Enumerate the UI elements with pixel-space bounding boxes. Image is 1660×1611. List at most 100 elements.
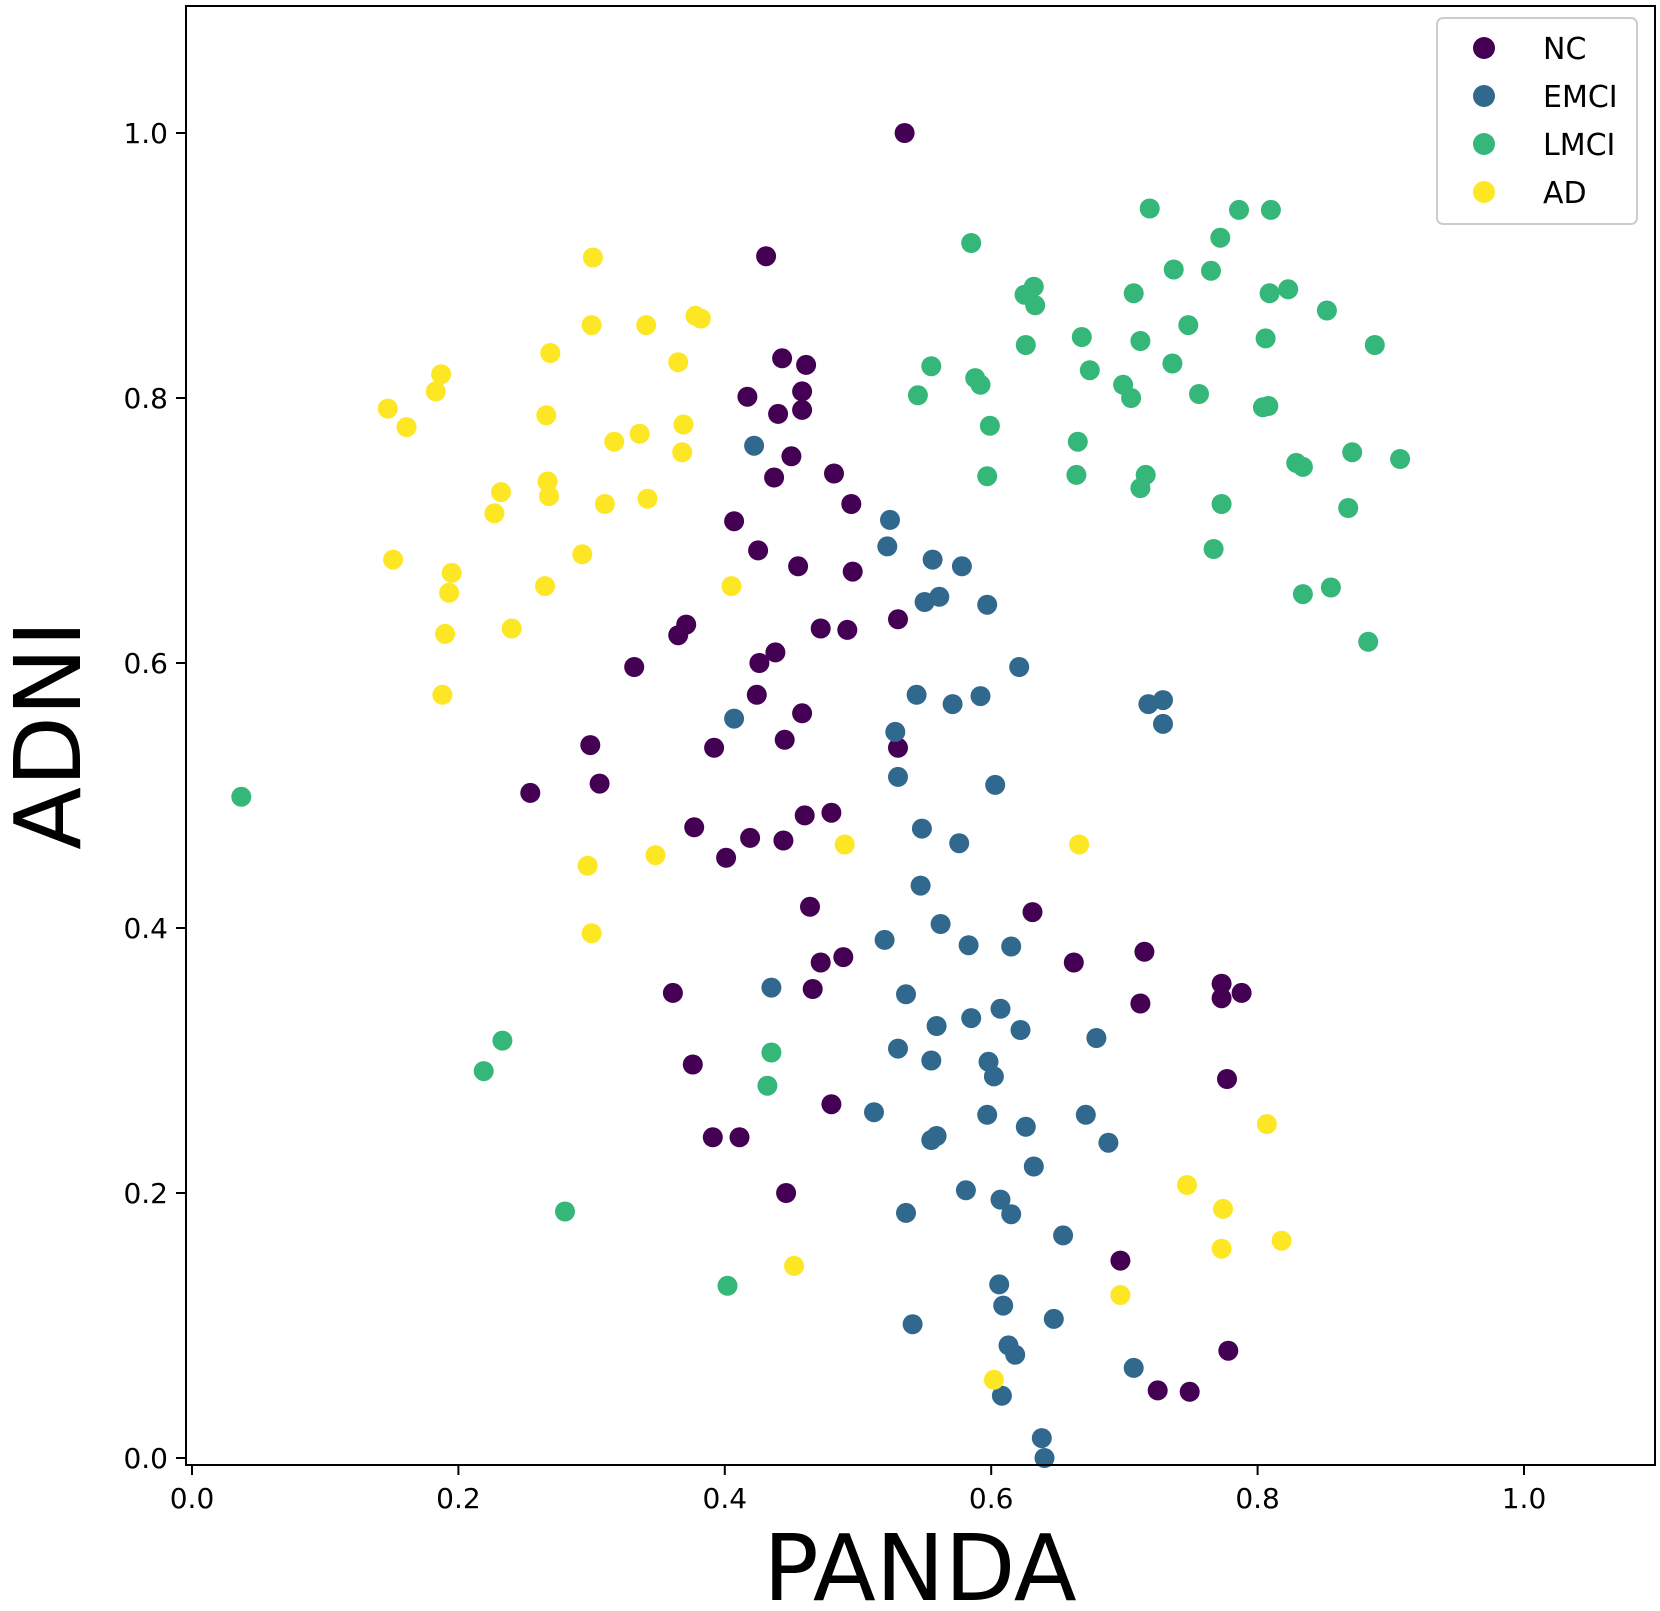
point-lmci-44 (1320, 577, 1341, 598)
point-ad-40 (1211, 1238, 1232, 1259)
point-ad-28 (501, 618, 522, 639)
point-emci-36 (983, 1066, 1004, 1087)
point-nc-4 (792, 381, 813, 402)
point-emci-28 (990, 998, 1011, 1019)
point-emci-14 (724, 708, 745, 729)
point-lmci-27 (1121, 388, 1142, 408)
point-nc-32 (821, 802, 842, 823)
legend-marker-lmci (1473, 133, 1495, 155)
point-ad-24 (441, 562, 462, 583)
x-tick-label: 0.4 (703, 1482, 748, 1515)
y-tick-label: 0.6 (123, 647, 168, 680)
point-nc-24 (746, 684, 767, 705)
point-emci-13 (1153, 690, 1173, 711)
point-emci-57 (991, 1385, 1012, 1406)
point-nc-55 (776, 1183, 797, 1203)
point-nc-20 (837, 619, 858, 640)
point-ad-11 (673, 414, 694, 435)
point-emci-16 (885, 721, 906, 742)
point-ad-10 (536, 405, 557, 426)
point-ad-26 (721, 576, 742, 597)
point-ad-38 (1213, 1198, 1233, 1219)
point-lmci-1 (1229, 199, 1249, 220)
legend-marker-ad (1473, 181, 1495, 203)
legend-label-ad: AD (1543, 176, 1587, 211)
point-emci-18 (985, 774, 1006, 795)
point-nc-46 (1211, 988, 1232, 1009)
plot-frame (185, 5, 1656, 1466)
point-nc-2 (772, 348, 793, 369)
point-ad-21 (484, 503, 505, 524)
point-ad-29 (435, 623, 456, 644)
point-lmci-32 (1067, 431, 1088, 452)
point-nc-51 (1217, 1069, 1237, 1089)
legend-marker-nc (1473, 37, 1495, 59)
point-ad-18 (539, 486, 559, 507)
point-emci-49 (1053, 1225, 1074, 1246)
point-nc-49 (1130, 993, 1151, 1014)
point-lmci-22 (1079, 360, 1100, 381)
point-lmci-30 (1258, 396, 1279, 416)
point-lmci-43 (1203, 539, 1224, 559)
point-nc-5 (737, 386, 758, 407)
point-nc-44 (1211, 973, 1232, 994)
point-ad-37 (1177, 1175, 1197, 1195)
point-nc-19 (810, 618, 831, 639)
point-emci-46 (990, 1189, 1011, 1210)
point-ad-12 (396, 417, 417, 438)
point-emci-9 (906, 684, 927, 705)
legend: NC EMCI LMCI AD (1436, 17, 1638, 225)
point-nc-37 (716, 847, 737, 868)
point-nc-50 (682, 1054, 703, 1075)
point-nc-13 (748, 540, 769, 561)
point-ad-32 (1069, 834, 1090, 855)
point-nc-31 (520, 782, 541, 803)
point-nc-56 (1110, 1250, 1131, 1271)
point-lmci-42 (1338, 498, 1359, 518)
point-nc-26 (774, 729, 795, 750)
point-emci-20 (949, 833, 970, 854)
point-lmci-52 (555, 1201, 575, 1222)
point-ad-22 (572, 544, 593, 565)
point-lmci-48 (492, 1030, 513, 1051)
point-ad-9 (377, 398, 398, 419)
point-lmci-0 (1139, 198, 1160, 219)
point-lmci-46 (1358, 631, 1379, 652)
point-ad-14 (604, 431, 625, 452)
point-lmci-20 (1162, 353, 1183, 374)
point-lmci-18 (1015, 335, 1036, 355)
point-lmci-6 (1201, 260, 1221, 281)
point-lmci-2 (1260, 199, 1281, 220)
point-nc-1 (756, 246, 777, 267)
point-emci-3 (922, 549, 943, 570)
point-nc-35 (740, 827, 761, 848)
point-lmci-10 (1259, 283, 1280, 304)
point-nc-33 (794, 805, 815, 826)
point-lmci-11 (1278, 279, 1299, 300)
point-nc-18 (668, 625, 689, 646)
point-emci-23 (874, 929, 895, 950)
point-emci-56 (1123, 1357, 1144, 1378)
point-nc-8 (781, 446, 802, 467)
point-nc-9 (824, 463, 844, 484)
point-ad-20 (594, 494, 615, 514)
legend-label-lmci: LMCI (1543, 128, 1615, 163)
point-ad-17 (491, 482, 511, 503)
point-ad-16 (537, 471, 558, 492)
point-lmci-12 (1025, 295, 1046, 316)
x-tick-label: 0.0 (170, 1482, 215, 1515)
x-axis: 0.0 0.2 0.4 0.6 0.8 1.0 (170, 1465, 1546, 1515)
point-emci-11 (942, 694, 963, 715)
point-emci-17 (888, 766, 908, 787)
point-emci-31 (1010, 1020, 1031, 1040)
point-nc-15 (842, 561, 863, 582)
point-lmci-19 (1364, 335, 1385, 355)
point-ad-25 (535, 576, 555, 597)
point-ad-30 (432, 684, 453, 705)
point-emci-30 (926, 1016, 947, 1036)
y-tick-label: 0.0 (123, 1442, 168, 1475)
x-axis-title: PANDA (763, 1515, 1077, 1611)
point-lmci-50 (761, 1042, 782, 1063)
legend-label-emci: EMCI (1543, 80, 1618, 115)
x-tick-label: 0.8 (1235, 1482, 1280, 1515)
